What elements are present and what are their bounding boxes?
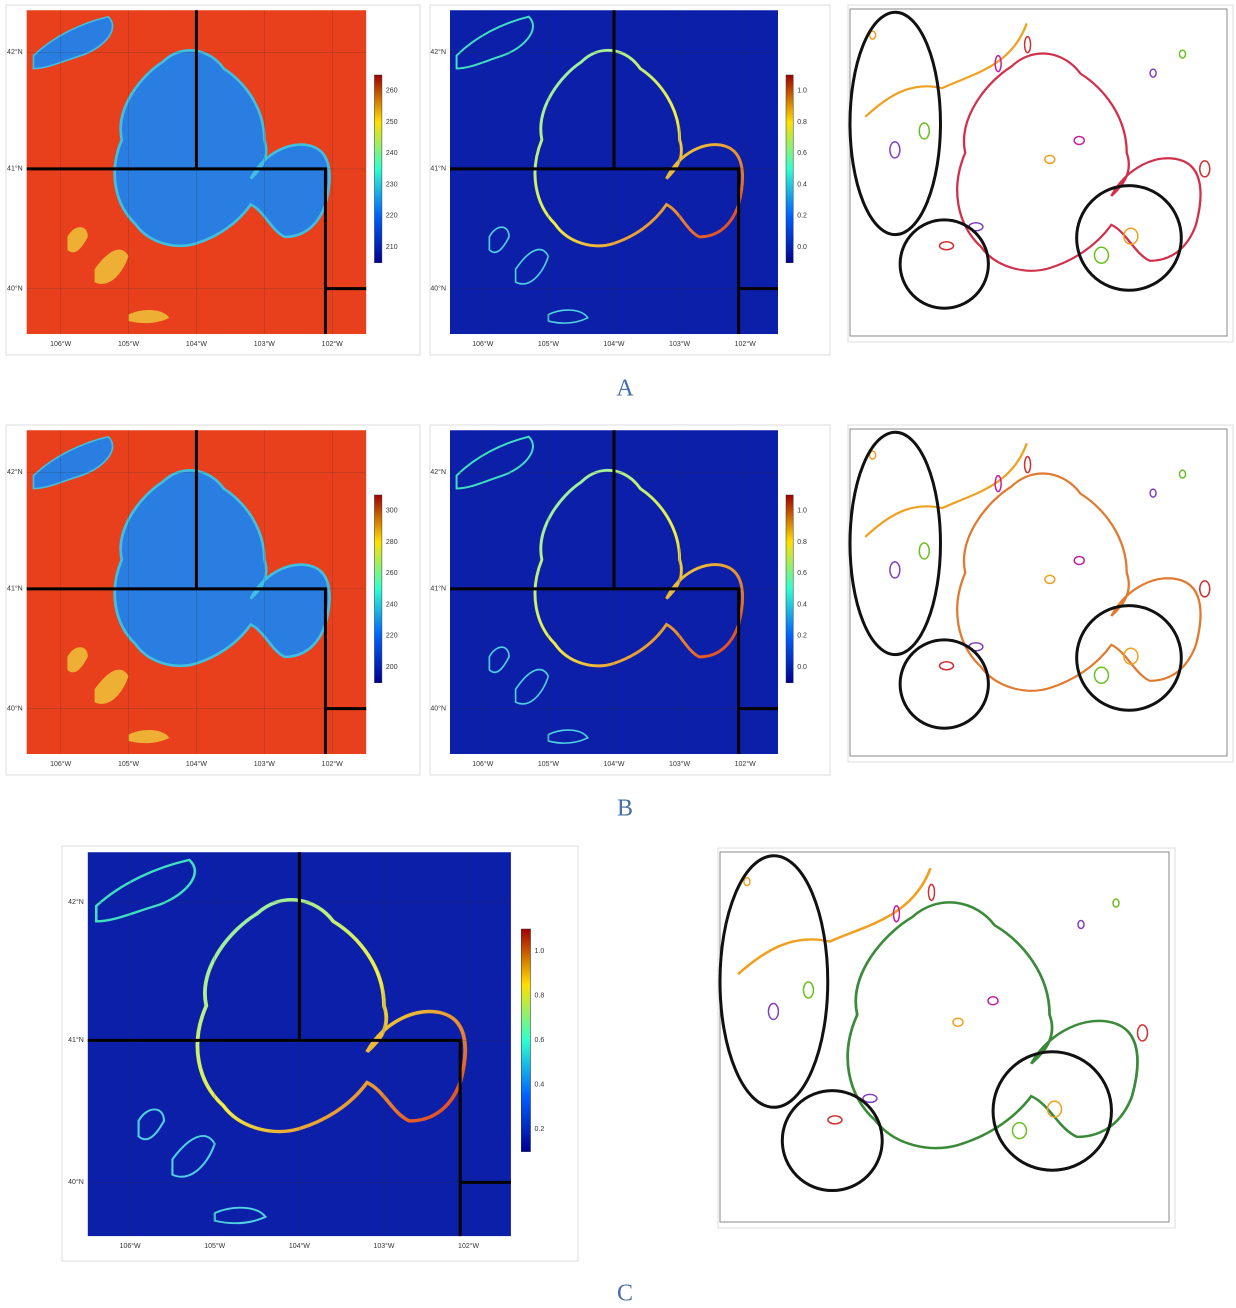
panel-label: C [617,1281,633,1307]
lon-label: 105°W [118,340,139,348]
lon-label: 105°W [118,760,139,768]
colorbar [374,75,381,263]
colorbar-tick-label: 1.0 [797,507,807,514]
lon-label: 102°W [458,1242,479,1250]
colorbar-tick-label: 260 [386,87,398,94]
colorbar-tick-label: 240 [386,601,398,608]
lat-label: 42°N [430,468,446,476]
panel [718,848,1175,1228]
colorbar-tick-label: 0.8 [797,539,807,546]
colorbar-tick-label: 250 [386,119,398,126]
panel [848,425,1233,762]
colorbar-tick-label: 0.2 [797,633,807,640]
colorbar-tick-label: 0.0 [797,664,807,671]
colorbar-tick-label: 0.6 [535,1037,545,1044]
panel-label: B [617,796,633,822]
lon-label: 103°W [254,340,275,348]
colorbar-tick-label: 0.2 [797,213,807,220]
lat-label: 42°N [430,48,446,56]
colorbar [786,495,793,683]
lon-label: 104°W [603,340,624,348]
lon-label: 104°W [603,760,624,768]
lon-label: 105°W [538,340,559,348]
colorbar-tick-label: 0.0 [797,244,807,251]
lon-label: 104°W [186,760,207,768]
lon-label: 102°W [735,340,756,348]
lon-label: 102°W [735,760,756,768]
lat-label: 42°N [7,468,23,476]
lon-label: 103°W [669,340,690,348]
colorbar-tick-label: 0.8 [535,993,545,1000]
lon-label: 106°W [472,760,493,768]
colorbar-tick-label: 0.4 [797,601,807,608]
colorbar-tick-label: 0.6 [797,150,807,157]
colorbar [786,75,793,263]
lat-label: 40°N [430,285,446,293]
colorbar-tick-label: 220 [386,213,398,220]
colorbar [374,495,381,683]
panel: 42°N 41°N 40°N 106°W 105°W 104°W 103°W 102°W 1.0… [430,425,830,775]
panel-label: A [616,376,634,402]
colorbar-tick-label: 0.8 [797,119,807,126]
lon-label: 106°W [50,760,71,768]
lon-label: 104°W [289,1242,310,1250]
lat-label: 40°N [7,285,23,293]
colorbar-tick-label: 280 [386,539,398,546]
plot-frame [720,852,1169,1222]
lon-label: 105°W [204,1242,225,1250]
colorbar-tick-label: 1.0 [797,87,807,94]
colorbar-tick-label: 0.4 [797,181,807,188]
colorbar-tick-label: 220 [386,633,398,640]
panel: 42°N 41°N 40°N 106°W 105°W 104°W 103°W 102°W 300… [6,425,420,775]
lat-label: 41°N [7,585,23,593]
lon-label: 106°W [472,340,493,348]
lat-label: 42°N [7,48,23,56]
lat-label: 40°N [430,705,446,713]
colorbar-tick-label: 210 [386,244,398,251]
colorbar-tick-label: 0.4 [535,1082,545,1089]
lat-label: 41°N [430,165,446,173]
panel: 42°N 41°N 40°N 106°W 105°W 104°W 103°W 102°W 1.0… [430,5,830,355]
colorbar-tick-label: 260 [386,570,398,577]
lat-label: 40°N [68,1178,84,1186]
colorbar [521,929,530,1152]
panel: 42°N 41°N 40°N 106°W 105°W 104°W 103°W 102°W 260… [6,5,420,355]
lat-label: 41°N [68,1036,84,1044]
colorbar-tick-label: 230 [386,181,398,188]
colorbar-tick-label: 0.6 [797,570,807,577]
lon-label: 102°W [322,760,343,768]
figure: A 42°N 41°N 40°N 106°W 105°W 104°W 103°W 102°W 26… [0,0,1236,1308]
colorbar-tick-label: 200 [386,664,398,671]
lon-label: 106°W [50,340,71,348]
colorbar-tick-label: 1.0 [535,948,545,955]
colorbar-tick-label: 0.2 [535,1126,545,1133]
lat-label: 40°N [7,705,23,713]
lon-label: 106°W [120,1242,141,1250]
lat-label: 42°N [68,898,84,906]
lat-label: 41°N [7,165,23,173]
lat-label: 41°N [430,585,446,593]
panel [848,5,1233,342]
lon-label: 103°W [669,760,690,768]
colorbar-tick-label: 300 [386,507,398,514]
lon-label: 105°W [538,760,559,768]
lon-label: 104°W [186,340,207,348]
colorbar-tick-label: 240 [386,150,398,157]
lon-label: 103°W [373,1242,394,1250]
lon-label: 103°W [254,760,275,768]
lon-label: 102°W [322,340,343,348]
panel: 42°N 41°N 40°N 106°W 105°W 104°W 103°W 102°W 1.0… [62,846,578,1261]
